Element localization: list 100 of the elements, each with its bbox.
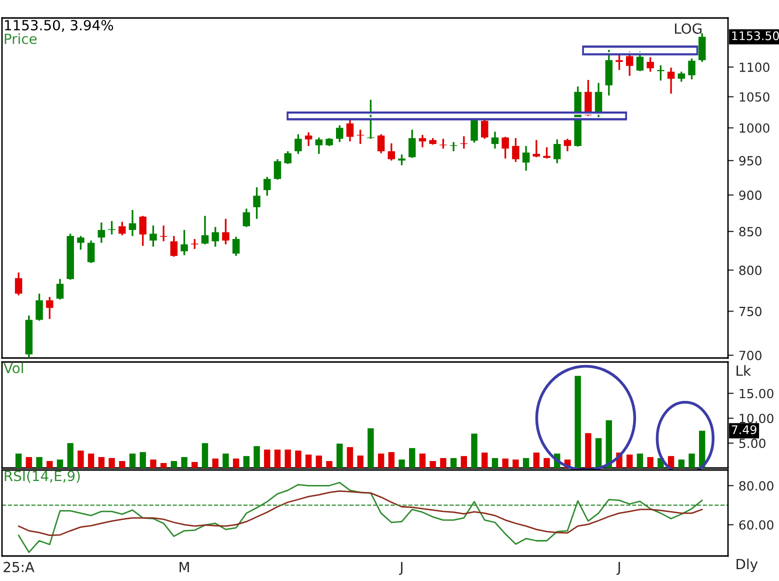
y-tick-label: 80.00 xyxy=(739,481,774,491)
candlestick xyxy=(408,128,416,159)
y-tick-label: 60.00 xyxy=(739,520,774,530)
bar xyxy=(357,456,364,468)
bar xyxy=(295,450,302,468)
bar xyxy=(212,458,218,468)
bar xyxy=(254,446,260,468)
bar xyxy=(274,450,281,468)
candlestick xyxy=(253,186,260,220)
bar xyxy=(78,450,84,468)
candlestick xyxy=(678,70,686,83)
candlestick xyxy=(667,66,675,95)
chart-title: Vol xyxy=(4,362,23,374)
bar xyxy=(305,454,312,468)
bar xyxy=(222,454,229,468)
candlestick xyxy=(139,215,146,247)
bar xyxy=(26,457,32,468)
text: 7.49 xyxy=(732,425,756,434)
bar xyxy=(440,458,446,468)
candlestick xyxy=(77,235,84,251)
candlestick xyxy=(87,240,95,264)
candlestick xyxy=(191,238,198,250)
bar xyxy=(533,452,540,468)
chart-title: 1153.50, 3.94% xyxy=(4,20,114,32)
candlestick xyxy=(418,134,426,148)
bar xyxy=(326,461,332,468)
bar xyxy=(388,452,395,468)
candlestick xyxy=(636,50,644,72)
y-tick-label: 850 xyxy=(739,226,762,236)
candlestick xyxy=(128,209,136,237)
bar xyxy=(36,457,42,468)
bar xyxy=(688,454,695,468)
candlestick xyxy=(212,226,219,248)
chart-title: RSI(14,E,9) xyxy=(4,470,80,483)
bar xyxy=(232,458,240,468)
bar xyxy=(316,456,322,468)
bar xyxy=(626,454,633,468)
x-tick-label: M xyxy=(180,562,189,572)
candlestick xyxy=(118,220,126,236)
bar xyxy=(243,456,250,468)
bar xyxy=(544,458,550,468)
bar xyxy=(336,444,343,468)
bar xyxy=(15,454,22,468)
candlestick xyxy=(336,124,344,143)
y-tick-label: 950 xyxy=(739,156,762,166)
bar xyxy=(346,447,354,468)
candlestick xyxy=(170,235,178,258)
bar xyxy=(595,438,602,468)
bar xyxy=(129,454,136,468)
candlestick xyxy=(294,133,302,155)
y-tick-label: 1050 xyxy=(740,92,770,102)
bar xyxy=(181,457,188,468)
y-tick-label: 750 xyxy=(739,306,762,316)
bar xyxy=(88,454,94,468)
bar xyxy=(284,450,291,468)
candlestick xyxy=(553,138,561,164)
y-tick-label: 10.00 xyxy=(740,414,774,424)
annotation: LOG xyxy=(675,23,702,34)
candlestick xyxy=(543,146,550,160)
bar xyxy=(202,443,208,468)
y-axis-title: Lk xyxy=(736,365,751,376)
candlestick xyxy=(522,145,530,172)
y-tick-label: 5.00 xyxy=(739,438,766,448)
bar xyxy=(368,428,374,468)
candlestick xyxy=(626,50,634,77)
bar xyxy=(108,458,115,468)
candlestick xyxy=(304,131,312,147)
candlestick xyxy=(646,56,654,73)
y-tick-label: 15.00 xyxy=(740,388,774,398)
bar xyxy=(192,462,198,468)
candlestick xyxy=(284,150,292,165)
bar xyxy=(471,434,478,468)
bar xyxy=(492,458,498,468)
bar xyxy=(150,460,156,468)
bar xyxy=(46,461,53,468)
candlestick xyxy=(564,138,572,152)
bar xyxy=(378,454,384,468)
y-tick-label: 800 xyxy=(739,266,762,276)
bar xyxy=(636,454,644,468)
bar xyxy=(170,461,178,468)
candlestick xyxy=(232,236,240,257)
bar xyxy=(647,457,654,468)
bar xyxy=(430,461,436,468)
x-tick-label: J xyxy=(399,562,402,575)
candlestick xyxy=(264,176,271,197)
bar xyxy=(512,460,519,468)
bar xyxy=(98,457,105,468)
candlestick xyxy=(377,133,385,154)
candlestick xyxy=(398,154,406,166)
text: Price xyxy=(4,33,37,44)
bar xyxy=(668,456,674,468)
bar xyxy=(56,460,64,468)
y-tick-label: 1000 xyxy=(740,123,770,133)
candlestick xyxy=(274,158,282,180)
candlestick xyxy=(388,142,396,162)
candlestick xyxy=(491,130,499,150)
bar xyxy=(699,430,706,468)
bar xyxy=(419,454,426,468)
bar xyxy=(585,433,592,468)
bar xyxy=(502,458,508,468)
